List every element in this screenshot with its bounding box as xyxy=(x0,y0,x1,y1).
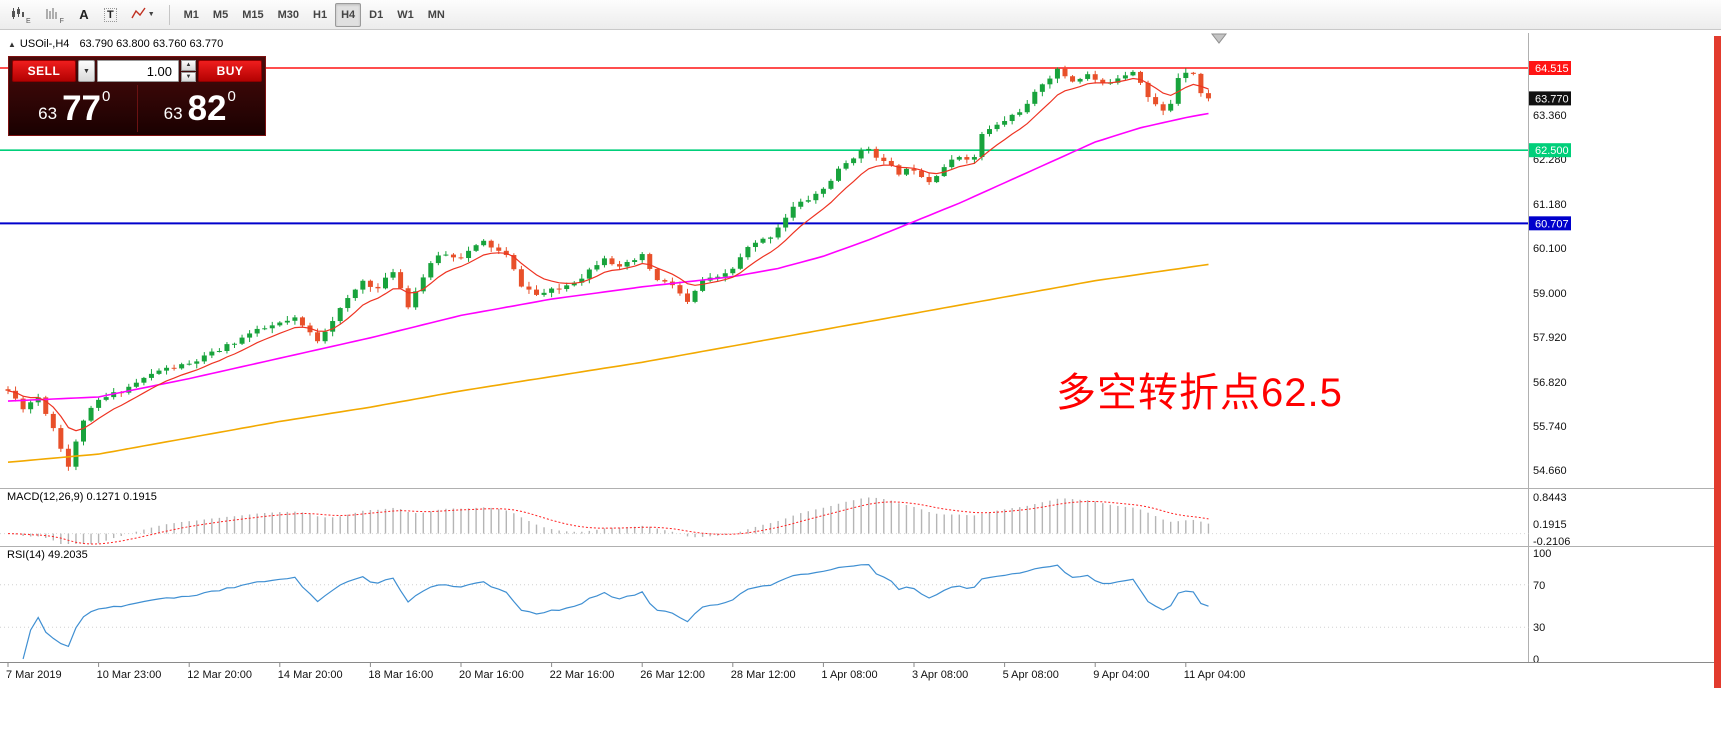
timeframe-m15[interactable]: M15 xyxy=(236,3,269,27)
panel-dividers[interactable] xyxy=(0,33,1721,662)
chart-annotation-text: 多空转折点62.5 xyxy=(1056,371,1343,415)
timeframe-h1[interactable]: H1 xyxy=(307,3,333,27)
svg-text:70: 70 xyxy=(1533,580,1545,592)
macd-plot: 0.8443 0.1915 -0.2106 xyxy=(0,492,1570,548)
drawing-tools-button[interactable]: ▼ xyxy=(125,3,161,27)
symbol-title: USOil-,H4 xyxy=(19,38,70,50)
buy-price-prefix: 63 xyxy=(163,103,183,123)
letter-a-icon: A xyxy=(79,7,89,22)
timeframe-mn[interactable]: MN xyxy=(422,3,451,27)
svg-text:61.180: 61.180 xyxy=(1533,199,1567,211)
volume-input[interactable] xyxy=(97,60,179,82)
ohlc-readout: 63.790 63.800 63.760 63.770 xyxy=(79,38,224,50)
timeframe-d1[interactable]: D1 xyxy=(363,3,389,27)
buy-price-sup: 0 xyxy=(227,88,236,105)
svg-text:60.100: 60.100 xyxy=(1533,243,1567,255)
svg-text:30: 30 xyxy=(1533,622,1545,634)
expert-chart-button[interactable]: E xyxy=(5,3,37,27)
moving-averages xyxy=(7,77,1209,463)
rsi-plot: 100 70 30 0 xyxy=(0,548,1551,666)
svg-text:1 Apr 08:00: 1 Apr 08:00 xyxy=(821,669,877,681)
svg-text:18 Mar 16:00: 18 Mar 16:00 xyxy=(368,669,433,681)
indicator-chart-button[interactable]: F xyxy=(39,3,70,27)
svg-text:55.740: 55.740 xyxy=(1533,421,1567,433)
svg-text:0: 0 xyxy=(1533,654,1539,666)
svg-text:26 Mar 12:00: 26 Mar 12:00 xyxy=(640,669,705,681)
sell-price-sup: 0 xyxy=(102,88,111,105)
volume-step-down-button[interactable]: ▼ xyxy=(181,71,196,82)
buy-price-display[interactable]: 63 82 0 xyxy=(138,85,263,132)
window-edge-strip xyxy=(1714,36,1721,688)
icon-subscript-f: F xyxy=(59,17,64,25)
timeframe-m5[interactable]: M5 xyxy=(207,3,234,27)
svg-text:54.660: 54.660 xyxy=(1533,465,1567,477)
svg-text:56.820: 56.820 xyxy=(1533,377,1567,389)
buy-button[interactable]: BUY xyxy=(198,60,262,82)
svg-text:3 Apr 08:00: 3 Apr 08:00 xyxy=(912,669,968,681)
svg-text:10 Mar 23:00: 10 Mar 23:00 xyxy=(97,669,162,681)
svg-text:0.8443: 0.8443 xyxy=(1533,492,1567,504)
svg-text:22 Mar 16:00: 22 Mar 16:00 xyxy=(550,669,615,681)
svg-text:63.360: 63.360 xyxy=(1533,110,1567,122)
auto-scroll-marker-icon xyxy=(1210,33,1228,44)
timeframe-h4[interactable]: H4 xyxy=(335,2,362,27)
one-click-trade-panel: SELL ▼ ▲ ▼ BUY 63 77 0 63 82 0 xyxy=(8,56,266,136)
price-divider xyxy=(136,85,138,132)
svg-text:63.770: 63.770 xyxy=(1535,93,1569,105)
svg-text:7 Mar 2019: 7 Mar 2019 xyxy=(6,669,62,681)
macd-indicator-label: MACD(12,26,9) 0.1271 0.1915 xyxy=(7,491,157,503)
volume-stepper: ▲ ▼ xyxy=(181,60,196,82)
svg-text:-0.2106: -0.2106 xyxy=(1533,536,1570,548)
bars-chart-icon xyxy=(45,6,59,23)
svg-text:14 Mar 20:00: 14 Mar 20:00 xyxy=(278,669,343,681)
svg-text:11 Apr 04:00: 11 Apr 04:00 xyxy=(1184,669,1246,681)
svg-text:20 Mar 16:00: 20 Mar 16:00 xyxy=(459,669,524,681)
svg-text:57.920: 57.920 xyxy=(1533,332,1567,344)
sell-price-big: 77 xyxy=(62,89,101,128)
candlestick-chart-icon xyxy=(11,6,25,23)
volume-step-up-button[interactable]: ▲ xyxy=(181,60,196,71)
toolbar-separator xyxy=(168,4,170,25)
sell-button[interactable]: SELL xyxy=(12,60,76,82)
timeframe-m1[interactable]: M1 xyxy=(178,3,205,27)
time-axis[interactable]: 7 Mar 2019 10 Mar 23:00 12 Mar 20:00 14 Mar… xyxy=(0,662,1721,682)
toolbar: E F A T ▼ M1 M5 M15 M30 H1 H4 D1 W1 MN xyxy=(0,0,1721,30)
price-axis[interactable]: 63.36062.28061.18060.10059.00057.92056.8… xyxy=(1529,61,1571,477)
svg-text:28 Mar 12:00: 28 Mar 12:00 xyxy=(731,669,796,681)
svg-text:9 Apr 04:00: 9 Apr 04:00 xyxy=(1093,669,1149,681)
svg-text:100: 100 xyxy=(1533,548,1551,560)
collapse-arrow-icon[interactable]: ▲ xyxy=(8,40,16,49)
text-label-button[interactable]: A xyxy=(72,3,96,27)
buy-price-big: 82 xyxy=(187,89,227,128)
sell-price-prefix: 63 xyxy=(38,103,58,123)
svg-text:0.1915: 0.1915 xyxy=(1533,519,1567,531)
svg-text:5 Apr 08:00: 5 Apr 08:00 xyxy=(1003,669,1059,681)
rsi-indicator-label: RSI(14) 49.2035 xyxy=(7,549,88,561)
text-tool-button[interactable]: T xyxy=(98,3,123,27)
sell-price-display[interactable]: 63 77 0 xyxy=(12,85,137,132)
volume-dropdown-button[interactable]: ▼ xyxy=(78,60,95,82)
candlestick-series xyxy=(5,65,1211,471)
icon-subscript-e: E xyxy=(26,17,31,25)
letter-t-icon: T xyxy=(103,7,117,22)
svg-text:64.515: 64.515 xyxy=(1535,63,1569,75)
timeframe-w1[interactable]: W1 xyxy=(391,3,420,27)
svg-text:59.000: 59.000 xyxy=(1533,288,1567,300)
svg-text:60.707: 60.707 xyxy=(1535,218,1569,230)
chart-header: ▲ USOil-,H4 63.790 63.800 63.760 63.770 xyxy=(8,38,223,50)
chevron-down-icon: ▼ xyxy=(147,11,155,18)
svg-text:62.500: 62.500 xyxy=(1535,145,1569,157)
timeframe-m30[interactable]: M30 xyxy=(272,3,305,27)
zigzag-line-icon xyxy=(131,6,146,23)
svg-text:12 Mar 20:00: 12 Mar 20:00 xyxy=(187,669,252,681)
